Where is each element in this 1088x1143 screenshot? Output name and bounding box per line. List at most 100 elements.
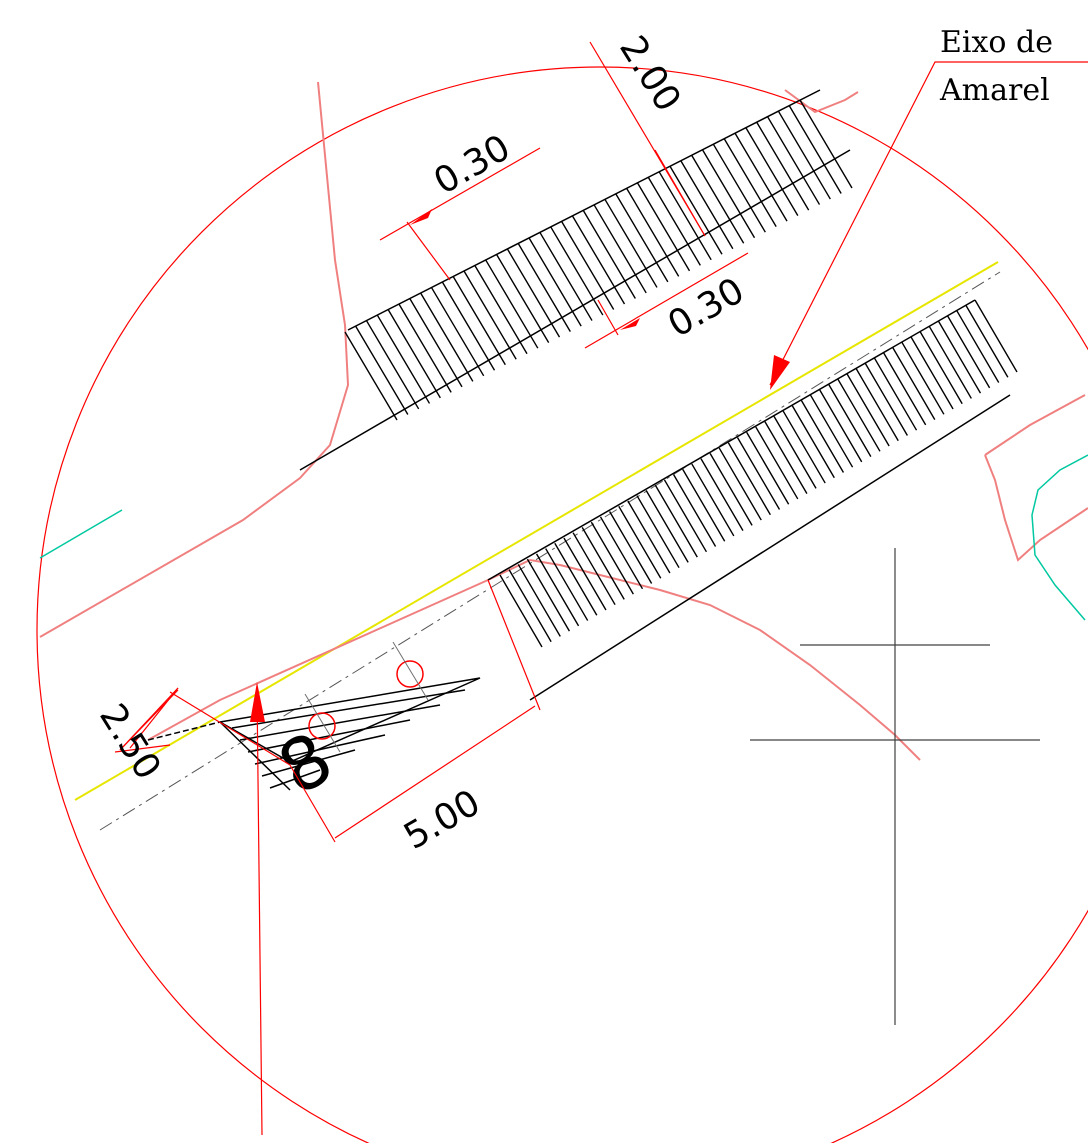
hatch-stroke <box>590 521 634 595</box>
hatch-stroke <box>873 357 918 431</box>
hatch-stroke <box>766 116 821 205</box>
leader-bottom <box>256 689 263 1136</box>
hatch-stroke <box>828 384 872 457</box>
hatch-stroke <box>746 431 790 505</box>
hatch-stroke <box>420 292 474 382</box>
hatch-stroke <box>799 99 853 189</box>
dim-2-00 <box>589 41 706 237</box>
dim-0-30-right-text: 0.30 <box>661 270 751 346</box>
hatch-stroke <box>764 421 808 494</box>
hatch-stroke <box>937 320 982 394</box>
hatch-stroke <box>928 326 972 399</box>
hatch-stroke <box>700 458 744 532</box>
hatch-stroke <box>736 437 781 510</box>
hatch-stroke <box>809 394 854 468</box>
hatch-stroke <box>712 143 766 233</box>
hatch-stroke <box>919 331 963 405</box>
hatch-stroke <box>517 564 561 637</box>
hatch-stroke <box>582 210 636 299</box>
hatch-stroke <box>709 453 753 526</box>
hatch-stroke <box>654 484 698 558</box>
note-line-1: Eixo de <box>940 25 1053 60</box>
hatch-stroke <box>864 363 908 436</box>
hatch-stroke <box>572 532 616 606</box>
marker-circles <box>304 641 429 753</box>
upper-right-edge <box>784 89 859 114</box>
arrow-icon <box>410 209 432 225</box>
arrow-icon <box>250 682 265 722</box>
hatch-stroke <box>645 490 689 563</box>
hatch-stroke <box>609 511 653 584</box>
hatch-stroke <box>508 569 552 643</box>
right-island-edge <box>984 394 1086 456</box>
lower-hatch-band <box>487 299 1011 701</box>
hatch-stroke <box>366 320 420 410</box>
hatch-stroke <box>499 574 543 648</box>
hatch-stroke <box>506 248 561 338</box>
upper-hatch-band <box>299 89 851 471</box>
hatch-stroke <box>791 405 835 479</box>
hatch-stroke <box>745 127 799 216</box>
hatch-stroke <box>528 237 582 327</box>
hatch-stroke <box>581 527 625 600</box>
hatch-stroke <box>846 373 890 447</box>
hatch-stroke <box>773 415 817 489</box>
dim-0-30-right <box>584 252 749 349</box>
hatch-stroke <box>376 315 431 404</box>
hatch-stroke <box>777 110 831 200</box>
cyan-line-left <box>39 509 123 559</box>
hatch-stroke <box>539 232 593 321</box>
hatch-stroke <box>755 426 799 500</box>
leader-top <box>769 61 1088 386</box>
hatch-stroke <box>474 265 528 355</box>
dim-5-00-text: 5.00 <box>397 782 487 858</box>
hatch-stroke <box>571 215 626 305</box>
hatch-stroke <box>485 259 539 349</box>
hatch-stroke <box>604 199 658 288</box>
hatch-stroke <box>517 243 571 332</box>
hatch-stroke <box>535 553 580 627</box>
hatch-stroke <box>669 165 723 255</box>
hatch-stroke <box>946 315 991 389</box>
hatch-stroke <box>627 500 671 574</box>
hatch-stroke <box>680 160 734 250</box>
hatch-stroke <box>344 331 398 421</box>
hatch-stroke <box>496 254 550 344</box>
hatch-stroke <box>452 276 506 366</box>
hatch-stroke <box>701 149 756 239</box>
hatch-stroke <box>463 270 517 360</box>
note-line-2: Amarel <box>939 73 1050 108</box>
lower-edge-line <box>147 558 921 761</box>
hatch-stroke <box>636 495 680 569</box>
hatch-stroke <box>672 474 717 547</box>
hatch-stroke <box>561 221 615 310</box>
hatch-stroke <box>663 479 708 553</box>
hatch-stroke <box>545 548 589 621</box>
cyan-line-right <box>1031 454 1088 621</box>
dim-2-50 <box>114 687 291 766</box>
hatch-stroke <box>618 505 662 579</box>
hatch-stroke <box>855 368 899 442</box>
hatch-stroke <box>593 204 647 294</box>
hatch-stroke <box>782 410 826 484</box>
hatch-stroke <box>682 468 726 542</box>
crosshair-lines <box>750 548 1040 1025</box>
hatch-stroke <box>355 326 409 415</box>
hatch-stroke <box>910 336 954 410</box>
hatch-stroke <box>691 154 745 244</box>
hatch-stroke <box>956 310 1000 383</box>
hatch-stroke <box>636 182 691 272</box>
detail-circle <box>36 66 1088 1143</box>
dim-0-30-top-text: 0.30 <box>427 127 517 203</box>
hatch-stroke <box>398 304 452 393</box>
hatch-stroke <box>409 298 463 388</box>
hatch-stroke <box>647 176 701 266</box>
right-island-edge-2 <box>984 454 1088 562</box>
lower-hatch-lines <box>499 299 1018 648</box>
hatch-stroke <box>723 138 777 228</box>
hatch-stroke <box>800 400 845 473</box>
hatch-stroke <box>563 537 607 611</box>
hatch-stroke <box>734 132 788 222</box>
hatch-stroke <box>599 516 644 590</box>
